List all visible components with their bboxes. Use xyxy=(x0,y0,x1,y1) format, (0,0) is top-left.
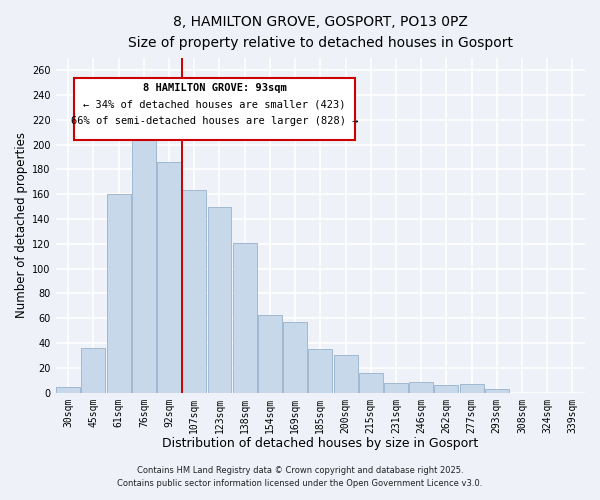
Bar xyxy=(434,386,458,392)
Bar xyxy=(182,190,206,392)
Bar xyxy=(485,389,509,392)
Bar xyxy=(409,382,433,392)
Bar xyxy=(107,194,131,392)
Bar xyxy=(132,122,156,392)
FancyBboxPatch shape xyxy=(74,78,355,140)
Text: 66% of semi-detached houses are larger (828) →: 66% of semi-detached houses are larger (… xyxy=(71,116,358,126)
Title: 8, HAMILTON GROVE, GOSPORT, PO13 0PZ
Size of property relative to detached house: 8, HAMILTON GROVE, GOSPORT, PO13 0PZ Siz… xyxy=(128,15,513,50)
Bar xyxy=(359,373,383,392)
Text: 8 HAMILTON GROVE: 93sqm: 8 HAMILTON GROVE: 93sqm xyxy=(143,83,286,93)
Bar xyxy=(157,162,181,392)
Bar xyxy=(460,384,484,392)
Bar xyxy=(208,206,232,392)
Bar xyxy=(334,356,358,393)
Bar xyxy=(258,314,282,392)
Bar xyxy=(233,242,257,392)
Bar xyxy=(308,350,332,393)
X-axis label: Distribution of detached houses by size in Gosport: Distribution of detached houses by size … xyxy=(162,437,478,450)
Bar xyxy=(283,322,307,392)
Text: ← 34% of detached houses are smaller (423): ← 34% of detached houses are smaller (42… xyxy=(83,100,346,110)
Bar xyxy=(82,348,106,393)
Bar xyxy=(56,386,80,392)
Bar xyxy=(384,383,408,392)
Text: Contains HM Land Registry data © Crown copyright and database right 2025.
Contai: Contains HM Land Registry data © Crown c… xyxy=(118,466,482,487)
Y-axis label: Number of detached properties: Number of detached properties xyxy=(15,132,28,318)
